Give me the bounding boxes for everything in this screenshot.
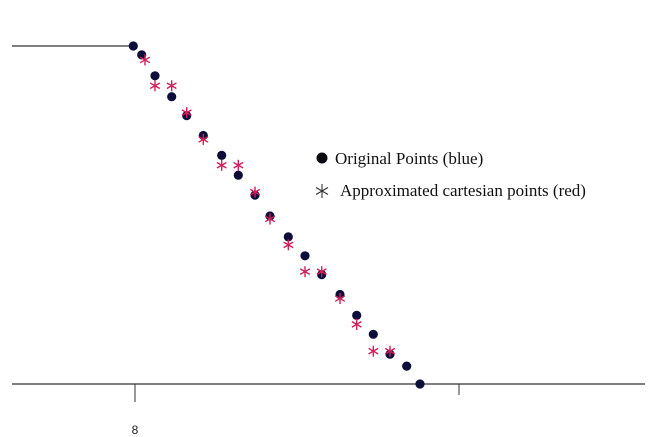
approximated-point-10 — [299, 266, 311, 278]
original-point-10 — [283, 232, 293, 242]
x-tick-label-8: 8 — [132, 423, 139, 437]
original-point-18 — [415, 379, 425, 389]
original-point-17 — [402, 361, 412, 371]
approximated-point-15 — [384, 345, 396, 357]
approximated-point-9 — [283, 239, 294, 251]
approximated-point-1 — [149, 80, 161, 92]
original-point-14 — [352, 310, 362, 320]
approximated-point-11 — [316, 266, 327, 278]
approximated-point-4 — [198, 133, 209, 145]
original-point-7 — [233, 170, 243, 180]
original-point-6 — [217, 150, 227, 160]
approximated-point-12 — [334, 293, 346, 304]
original-point-11 — [300, 251, 310, 261]
approximated-point-7 — [249, 186, 261, 198]
approximated-point-2 — [166, 80, 177, 92]
data-marks — [128, 41, 425, 389]
original-point-15 — [368, 329, 378, 339]
approximated-point-13 — [351, 318, 362, 330]
original-point-3 — [167, 92, 177, 102]
approximated-point-6 — [233, 159, 244, 171]
legend-label-approximated: Approximated cartesian points (red) — [340, 181, 586, 200]
legend-marker-approximated — [315, 184, 329, 198]
approximated-point-3 — [181, 107, 192, 119]
legend-label-original: Original Points (blue) — [335, 149, 483, 168]
legend-marker-original — [316, 152, 328, 164]
approximated-point-5 — [216, 159, 227, 171]
original-point-1 — [137, 50, 147, 60]
original-point-0 — [128, 41, 138, 51]
approximated-point-14 — [368, 345, 379, 357]
approximated-point-8 — [264, 213, 276, 225]
axes: 8 — [12, 45, 645, 437]
original-point-2 — [150, 71, 160, 81]
legend: Original Points (blue) Approximated cart… — [315, 149, 586, 200]
approximated-point-0 — [139, 54, 151, 66]
